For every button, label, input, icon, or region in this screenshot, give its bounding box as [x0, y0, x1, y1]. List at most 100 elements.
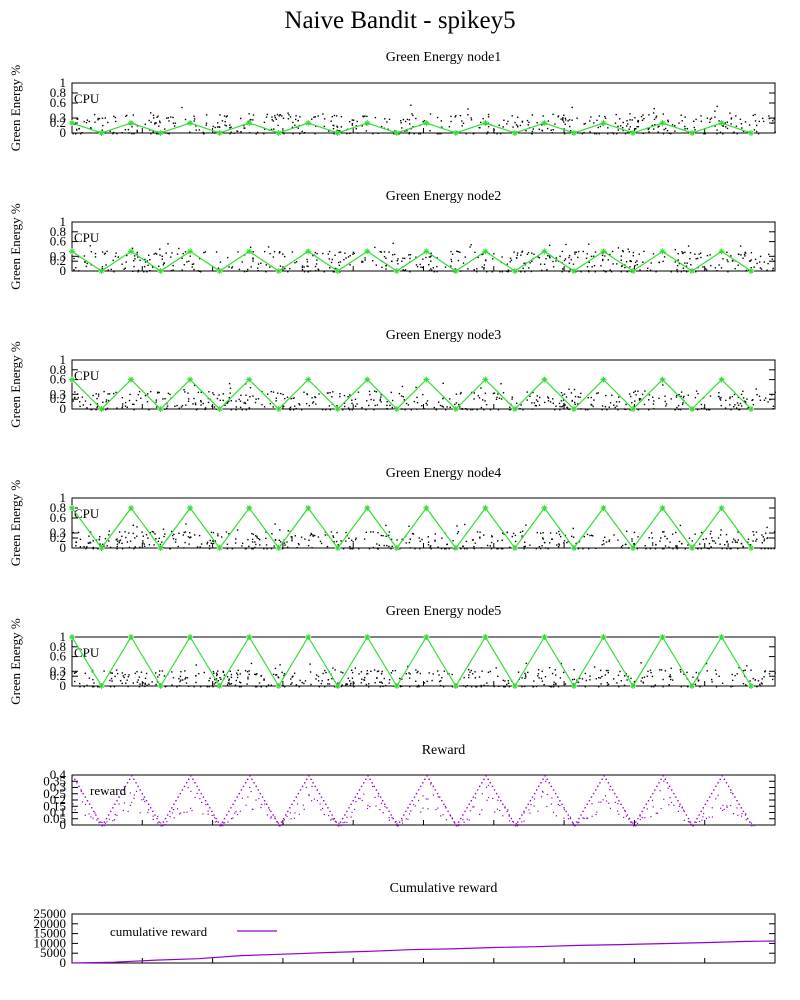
- cpu-point: [580, 408, 582, 410]
- cpu-point: [404, 130, 406, 132]
- cpu-point: [333, 124, 335, 127]
- cpu-point: [759, 399, 762, 401]
- cpu-point: [179, 680, 181, 683]
- reward-point: [476, 789, 479, 791]
- reward-point: [485, 775, 487, 777]
- reward-point: [118, 803, 120, 805]
- cpu-point: [647, 267, 649, 269]
- cpu-point: [366, 670, 368, 672]
- cpu-point: [172, 264, 174, 267]
- cpu-point: [500, 548, 503, 550]
- cpu-point: [772, 678, 774, 681]
- green-energy-point: [157, 683, 164, 689]
- cpu-point: [671, 533, 674, 535]
- cpu-point: [426, 400, 429, 402]
- reward-point: [242, 785, 245, 788]
- reward-point: [363, 782, 365, 784]
- reward-point: [80, 789, 82, 791]
- cpu-point: [684, 125, 686, 128]
- cpu-point: [214, 682, 217, 684]
- cpu-point: [489, 670, 491, 673]
- cpu-point: [752, 399, 754, 401]
- cpu-point: [740, 542, 743, 545]
- cpu-point: [502, 532, 504, 534]
- cpu-point: [535, 548, 537, 550]
- reward-point: [377, 795, 379, 797]
- cpu-point: [696, 548, 699, 550]
- cpu-point: [616, 682, 618, 684]
- cpu-point: [95, 409, 97, 411]
- cpu-point: [149, 270, 151, 272]
- cpu-point: [733, 538, 735, 540]
- cpu-point: [73, 672, 76, 674]
- cpu-point: [178, 532, 180, 534]
- cpu-point: [133, 548, 135, 550]
- reward-point: [557, 796, 559, 798]
- cpu-point: [174, 405, 176, 407]
- cpu-point: [191, 263, 194, 265]
- reward-point: [289, 812, 291, 814]
- cpu-point: [348, 537, 350, 539]
- cpu-point: [643, 117, 645, 120]
- cpu-point: [729, 397, 731, 400]
- cpu-point: [562, 119, 564, 121]
- cpu-point: [425, 402, 427, 404]
- reward-point: [496, 808, 498, 810]
- green-energy-point: [98, 683, 105, 689]
- cpu-point: [587, 397, 589, 399]
- reward-point: [84, 796, 87, 798]
- cpu-point: [437, 670, 439, 672]
- cpu-point: [609, 402, 612, 404]
- cpu-point: [134, 537, 136, 539]
- green-energy-point: [511, 268, 518, 274]
- cpu-point: [737, 264, 739, 266]
- green-energy-point: [748, 268, 755, 274]
- cpu-point: [236, 674, 239, 676]
- cpu-point: [718, 392, 720, 394]
- cpu-point: [474, 671, 476, 673]
- green-energy-point: [364, 376, 371, 383]
- reward-point: [96, 819, 98, 821]
- reward-point: [531, 796, 534, 798]
- cpu-point: [297, 120, 299, 122]
- reward-point: [143, 796, 146, 798]
- reward-point: [639, 815, 641, 817]
- cpu-point: [343, 402, 346, 404]
- reward-point: [232, 803, 234, 805]
- cpu-point: [335, 540, 338, 543]
- cpu-point: [537, 256, 539, 258]
- cpu-point: [772, 408, 774, 410]
- cpu-point: [761, 534, 763, 536]
- cpu-point: [307, 271, 310, 273]
- cpu-point: [505, 270, 508, 272]
- reward-point: [699, 821, 701, 823]
- cpu-point: [721, 682, 724, 684]
- cpu-point: [320, 682, 323, 685]
- cpu-point: [152, 531, 155, 533]
- cpu-point: [722, 133, 724, 135]
- cpu-point: [569, 130, 572, 132]
- green-energy-point: [570, 130, 577, 136]
- cpu-point: [85, 265, 88, 268]
- cpu-point: [622, 127, 624, 129]
- cpu-point: [484, 259, 487, 262]
- cpu-point: [208, 545, 211, 547]
- cpu-point: [756, 538, 758, 541]
- cpu-point: [749, 544, 751, 546]
- reward-point: [171, 812, 173, 814]
- cpu-point: [247, 399, 249, 401]
- cpu-point: [414, 548, 416, 550]
- cpu-point: [317, 115, 319, 117]
- cpu-point: [628, 393, 631, 395]
- green-energy-point: [393, 683, 400, 689]
- reward-point: [391, 817, 393, 819]
- cpu-point: [599, 677, 602, 679]
- reward-point: [413, 796, 416, 798]
- cpu-point: [579, 396, 581, 398]
- cpu-point: [571, 119, 573, 121]
- cpu-point: [121, 672, 124, 674]
- cpu-point: [609, 269, 611, 271]
- cpu-point: [361, 407, 363, 409]
- reward-point: [730, 792, 732, 794]
